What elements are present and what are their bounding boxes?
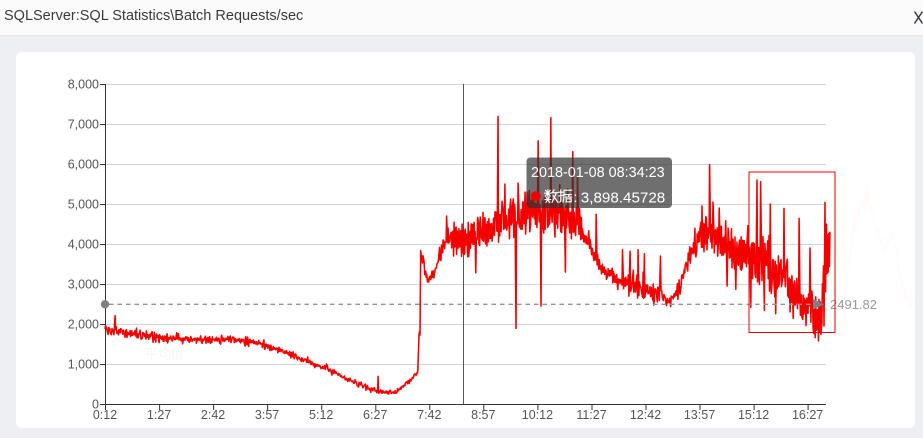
svg-text:8:57: 8:57 <box>471 408 495 422</box>
svg-text:10:12: 10:12 <box>522 408 553 422</box>
svg-text:1:27: 1:27 <box>147 408 171 422</box>
svg-text:3:57: 3:57 <box>255 408 279 422</box>
svg-text:2491.82: 2491.82 <box>830 297 877 312</box>
svg-text:0:12: 0:12 <box>93 408 117 422</box>
svg-text:8,000: 8,000 <box>68 78 99 92</box>
svg-text:0: 0 <box>92 398 99 412</box>
svg-text:7:42: 7:42 <box>417 408 441 422</box>
svg-text:6,000: 6,000 <box>68 158 99 172</box>
svg-text::: : <box>574 189 578 205</box>
svg-text:6:27: 6:27 <box>363 408 387 422</box>
svg-text:2018-01-08 08:34:23: 2018-01-08 08:34:23 <box>531 165 665 181</box>
svg-text:平均值: 平均值 <box>145 347 184 362</box>
svg-text:2:42: 2:42 <box>201 408 225 422</box>
svg-text:12:42: 12:42 <box>630 408 661 422</box>
svg-text:15:12: 15:12 <box>738 408 769 422</box>
svg-text:16:27: 16:27 <box>792 408 823 422</box>
svg-text:3,898.45728: 3,898.45728 <box>581 190 665 207</box>
svg-text:1,000: 1,000 <box>68 358 99 372</box>
svg-text:5,000: 5,000 <box>68 198 99 212</box>
svg-text:3,000: 3,000 <box>68 278 99 292</box>
svg-text:7,000: 7,000 <box>68 118 99 132</box>
svg-text:13:57: 13:57 <box>684 408 715 422</box>
svg-text:4,000: 4,000 <box>68 238 99 252</box>
svg-text:5:12: 5:12 <box>309 408 333 422</box>
svg-text:2,000: 2,000 <box>68 318 99 332</box>
svg-text:11:27: 11:27 <box>576 408 606 422</box>
